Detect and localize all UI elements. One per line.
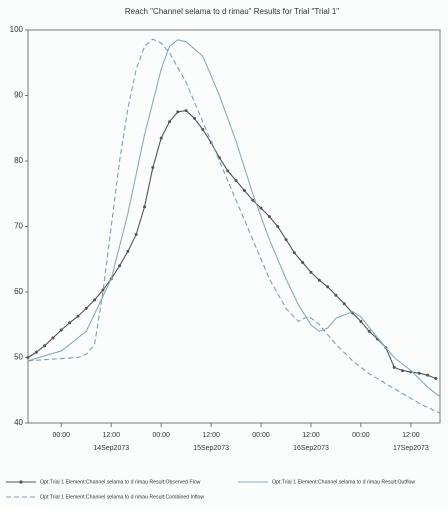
x-tick-label: 00:00: [252, 432, 270, 439]
x-tick-label: 00:00: [152, 432, 170, 439]
data-point: [267, 215, 271, 219]
data-point: [426, 373, 430, 377]
y-tick-label: 80: [14, 156, 23, 165]
data-point: [126, 249, 130, 253]
legend-label: Opt:Trial 1 Element:Channel selama to d …: [40, 494, 204, 500]
data-point: [242, 188, 246, 192]
data-point: [359, 319, 363, 323]
data-point: [259, 206, 263, 210]
x-tick-label: 00:00: [352, 432, 370, 439]
x-date-label: 17Sep2073: [393, 445, 429, 452]
data-point: [84, 306, 88, 310]
data-point: [76, 314, 80, 318]
data-point: [151, 166, 155, 170]
x-tick-label: 00:00: [53, 432, 71, 439]
data-point: [234, 179, 238, 183]
data-point: [251, 198, 255, 202]
y-tick-label: 40: [14, 418, 23, 427]
x-date-label: 14Sep2073: [93, 445, 129, 452]
legend-marker: [19, 480, 23, 484]
chart-title: Reach "Channel selama to d rimau" Result…: [125, 7, 339, 16]
data-point: [276, 225, 280, 228]
series-line: [27, 39, 441, 398]
series-line: [27, 38, 441, 414]
data-point: [392, 365, 396, 369]
data-point: [167, 120, 171, 124]
data-point: [26, 356, 30, 359]
data-point: [101, 288, 105, 292]
data-point: [118, 264, 122, 268]
data-point: [284, 238, 288, 242]
data-point: [159, 136, 163, 140]
data-point: [176, 110, 180, 114]
x-date-label: 16Sep2073: [293, 445, 329, 452]
data-point: [309, 270, 313, 274]
data-point: [434, 376, 438, 380]
series-line: [27, 109, 437, 379]
data-point: [401, 369, 405, 373]
data-point: [93, 298, 97, 302]
y-tick-label: 60: [14, 287, 23, 296]
data-point: [184, 109, 188, 113]
data-point: [134, 232, 138, 236]
y-tick-label: 90: [14, 91, 23, 100]
data-point: [342, 302, 346, 306]
data-point: [317, 278, 321, 282]
y-tick-label: 70: [14, 222, 23, 231]
legend-label: Opt:Trial 1 Element:Channel selama to d …: [40, 479, 201, 485]
data-point: [201, 128, 205, 132]
legend-label: Opt:Trial 1 Element:Channel selama to d …: [272, 479, 415, 485]
x-tick-label: 12:00: [302, 432, 320, 439]
data-point: [143, 205, 147, 209]
x-tick-label: 12:00: [402, 432, 420, 439]
data-point: [301, 261, 305, 265]
data-point: [226, 169, 230, 173]
data-point: [192, 116, 196, 120]
data-point: [59, 328, 63, 332]
data-point: [34, 350, 38, 354]
data-point: [292, 251, 296, 255]
data-point: [326, 285, 330, 289]
x-tick-label: 12:00: [202, 432, 220, 439]
data-point: [367, 329, 371, 333]
y-tick-label: 50: [14, 353, 23, 362]
x-date-label: 15Sep2073: [193, 445, 229, 452]
data-point: [417, 371, 421, 375]
y-tick-label: 100: [10, 25, 24, 34]
data-point: [334, 293, 338, 297]
data-point: [68, 321, 72, 325]
data-point: [43, 344, 47, 348]
data-point: [51, 336, 55, 340]
x-tick-label: 12:00: [102, 432, 120, 439]
